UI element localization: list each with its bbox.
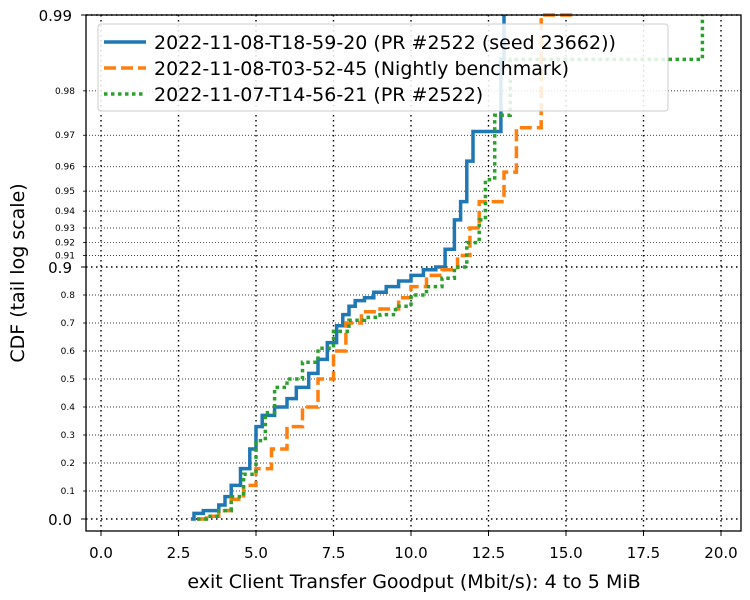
y-axis-label: CDF (tail log scale) bbox=[7, 183, 29, 362]
x-tick-label: 10.0 bbox=[394, 544, 427, 562]
series-line-1 bbox=[190, 15, 506, 521]
y-minor-tick-label: 0.93 bbox=[55, 224, 75, 234]
y-minor-tick-label: 0.95 bbox=[55, 187, 75, 197]
x-axis-label: exit Client Transfer Goodput (Mbit/s): 4… bbox=[187, 571, 640, 593]
series-line-3 bbox=[197, 15, 705, 521]
y-minor-tick-label: 0.4 bbox=[61, 403, 76, 413]
y-minor-tick-label: 0.96 bbox=[55, 163, 75, 173]
legend: 2022-11-08-T18-59-20 (PR #2522 (seed 236… bbox=[97, 23, 669, 112]
y-minor-tick-label: 0.5 bbox=[61, 375, 75, 385]
legend-label-3: 2022-11-07-T14-56-21 (PR #2522) bbox=[154, 84, 483, 106]
series-layer bbox=[190, 13, 705, 521]
series-line-2 bbox=[197, 13, 576, 521]
legend-label-1: 2022-11-08-T18-59-20 (PR #2522 (seed 236… bbox=[154, 32, 616, 54]
y-minor-tick-label: 0.91 bbox=[55, 251, 75, 261]
x-tick-label: 0.0 bbox=[89, 544, 113, 562]
y-minor-tick-label: 0.97 bbox=[55, 131, 75, 141]
y-major-tick-label: 0.99 bbox=[39, 7, 72, 25]
plot-frame bbox=[85, 14, 742, 532]
y-minor-tick-label: 0.8 bbox=[61, 291, 76, 301]
x-tick-label: 15.0 bbox=[549, 544, 582, 562]
x-tick-label: 7.5 bbox=[322, 544, 346, 562]
x-tick-label: 17.5 bbox=[627, 544, 660, 562]
y-tick-labels: 0.1 0.2 0.3 0.4 0.5 0.6 0.7 0.8 0.91 0.92 0.93 0.94… bbox=[39, 7, 86, 529]
y-major-tick-label: 0.9 bbox=[48, 259, 72, 277]
x-tick-label: 20.0 bbox=[704, 544, 737, 562]
y-minor-tick-label: 0.7 bbox=[61, 319, 75, 329]
y-minor-tick-label: 0.94 bbox=[55, 207, 75, 217]
x-tick-labels: 0.0 2.5 5.0 7.5 10.0 12.5 15.0 17.5 20.0 bbox=[89, 531, 738, 562]
y-minor-tick-label: 0.1 bbox=[61, 487, 75, 497]
y-minor-tick-label: 0.92 bbox=[55, 239, 75, 249]
legend-box bbox=[97, 23, 669, 112]
y-minor-tick-label: 0.2 bbox=[61, 459, 75, 469]
x-tick-label: 2.5 bbox=[167, 544, 191, 562]
x-tick-label: 12.5 bbox=[472, 544, 505, 562]
y-minor-tick-label: 0.3 bbox=[61, 431, 75, 441]
y-minor-tick-label: 0.6 bbox=[61, 347, 76, 357]
legend-label-2: 2022-11-08-T03-52-45 (Nightly benchmark) bbox=[154, 58, 569, 80]
x-tick-label: 5.0 bbox=[244, 544, 268, 562]
y-major-tick-label: 0.0 bbox=[48, 511, 72, 529]
y-minor-tick-label: 0.98 bbox=[55, 87, 75, 97]
